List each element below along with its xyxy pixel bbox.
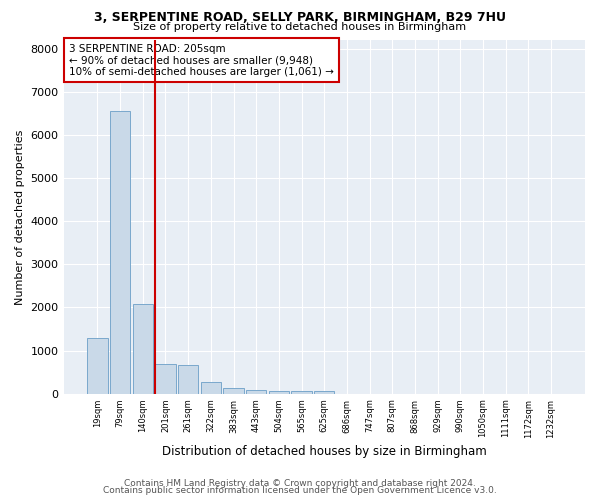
Bar <box>110 111 130 394</box>
Bar <box>200 382 221 394</box>
Bar <box>133 304 153 394</box>
Bar <box>155 364 176 394</box>
Bar <box>223 388 244 394</box>
Bar <box>314 391 334 394</box>
Bar <box>87 338 107 394</box>
Text: Contains HM Land Registry data © Crown copyright and database right 2024.: Contains HM Land Registry data © Crown c… <box>124 478 476 488</box>
Y-axis label: Number of detached properties: Number of detached properties <box>15 129 25 304</box>
Text: 3, SERPENTINE ROAD, SELLY PARK, BIRMINGHAM, B29 7HU: 3, SERPENTINE ROAD, SELLY PARK, BIRMINGH… <box>94 11 506 24</box>
Bar <box>246 390 266 394</box>
Bar <box>269 390 289 394</box>
X-axis label: Distribution of detached houses by size in Birmingham: Distribution of detached houses by size … <box>162 444 487 458</box>
Text: 3 SERPENTINE ROAD: 205sqm
← 90% of detached houses are smaller (9,948)
10% of se: 3 SERPENTINE ROAD: 205sqm ← 90% of detac… <box>69 44 334 76</box>
Text: Size of property relative to detached houses in Birmingham: Size of property relative to detached ho… <box>133 22 467 32</box>
Bar <box>178 365 199 394</box>
Text: Contains public sector information licensed under the Open Government Licence v3: Contains public sector information licen… <box>103 486 497 495</box>
Bar <box>292 391 312 394</box>
